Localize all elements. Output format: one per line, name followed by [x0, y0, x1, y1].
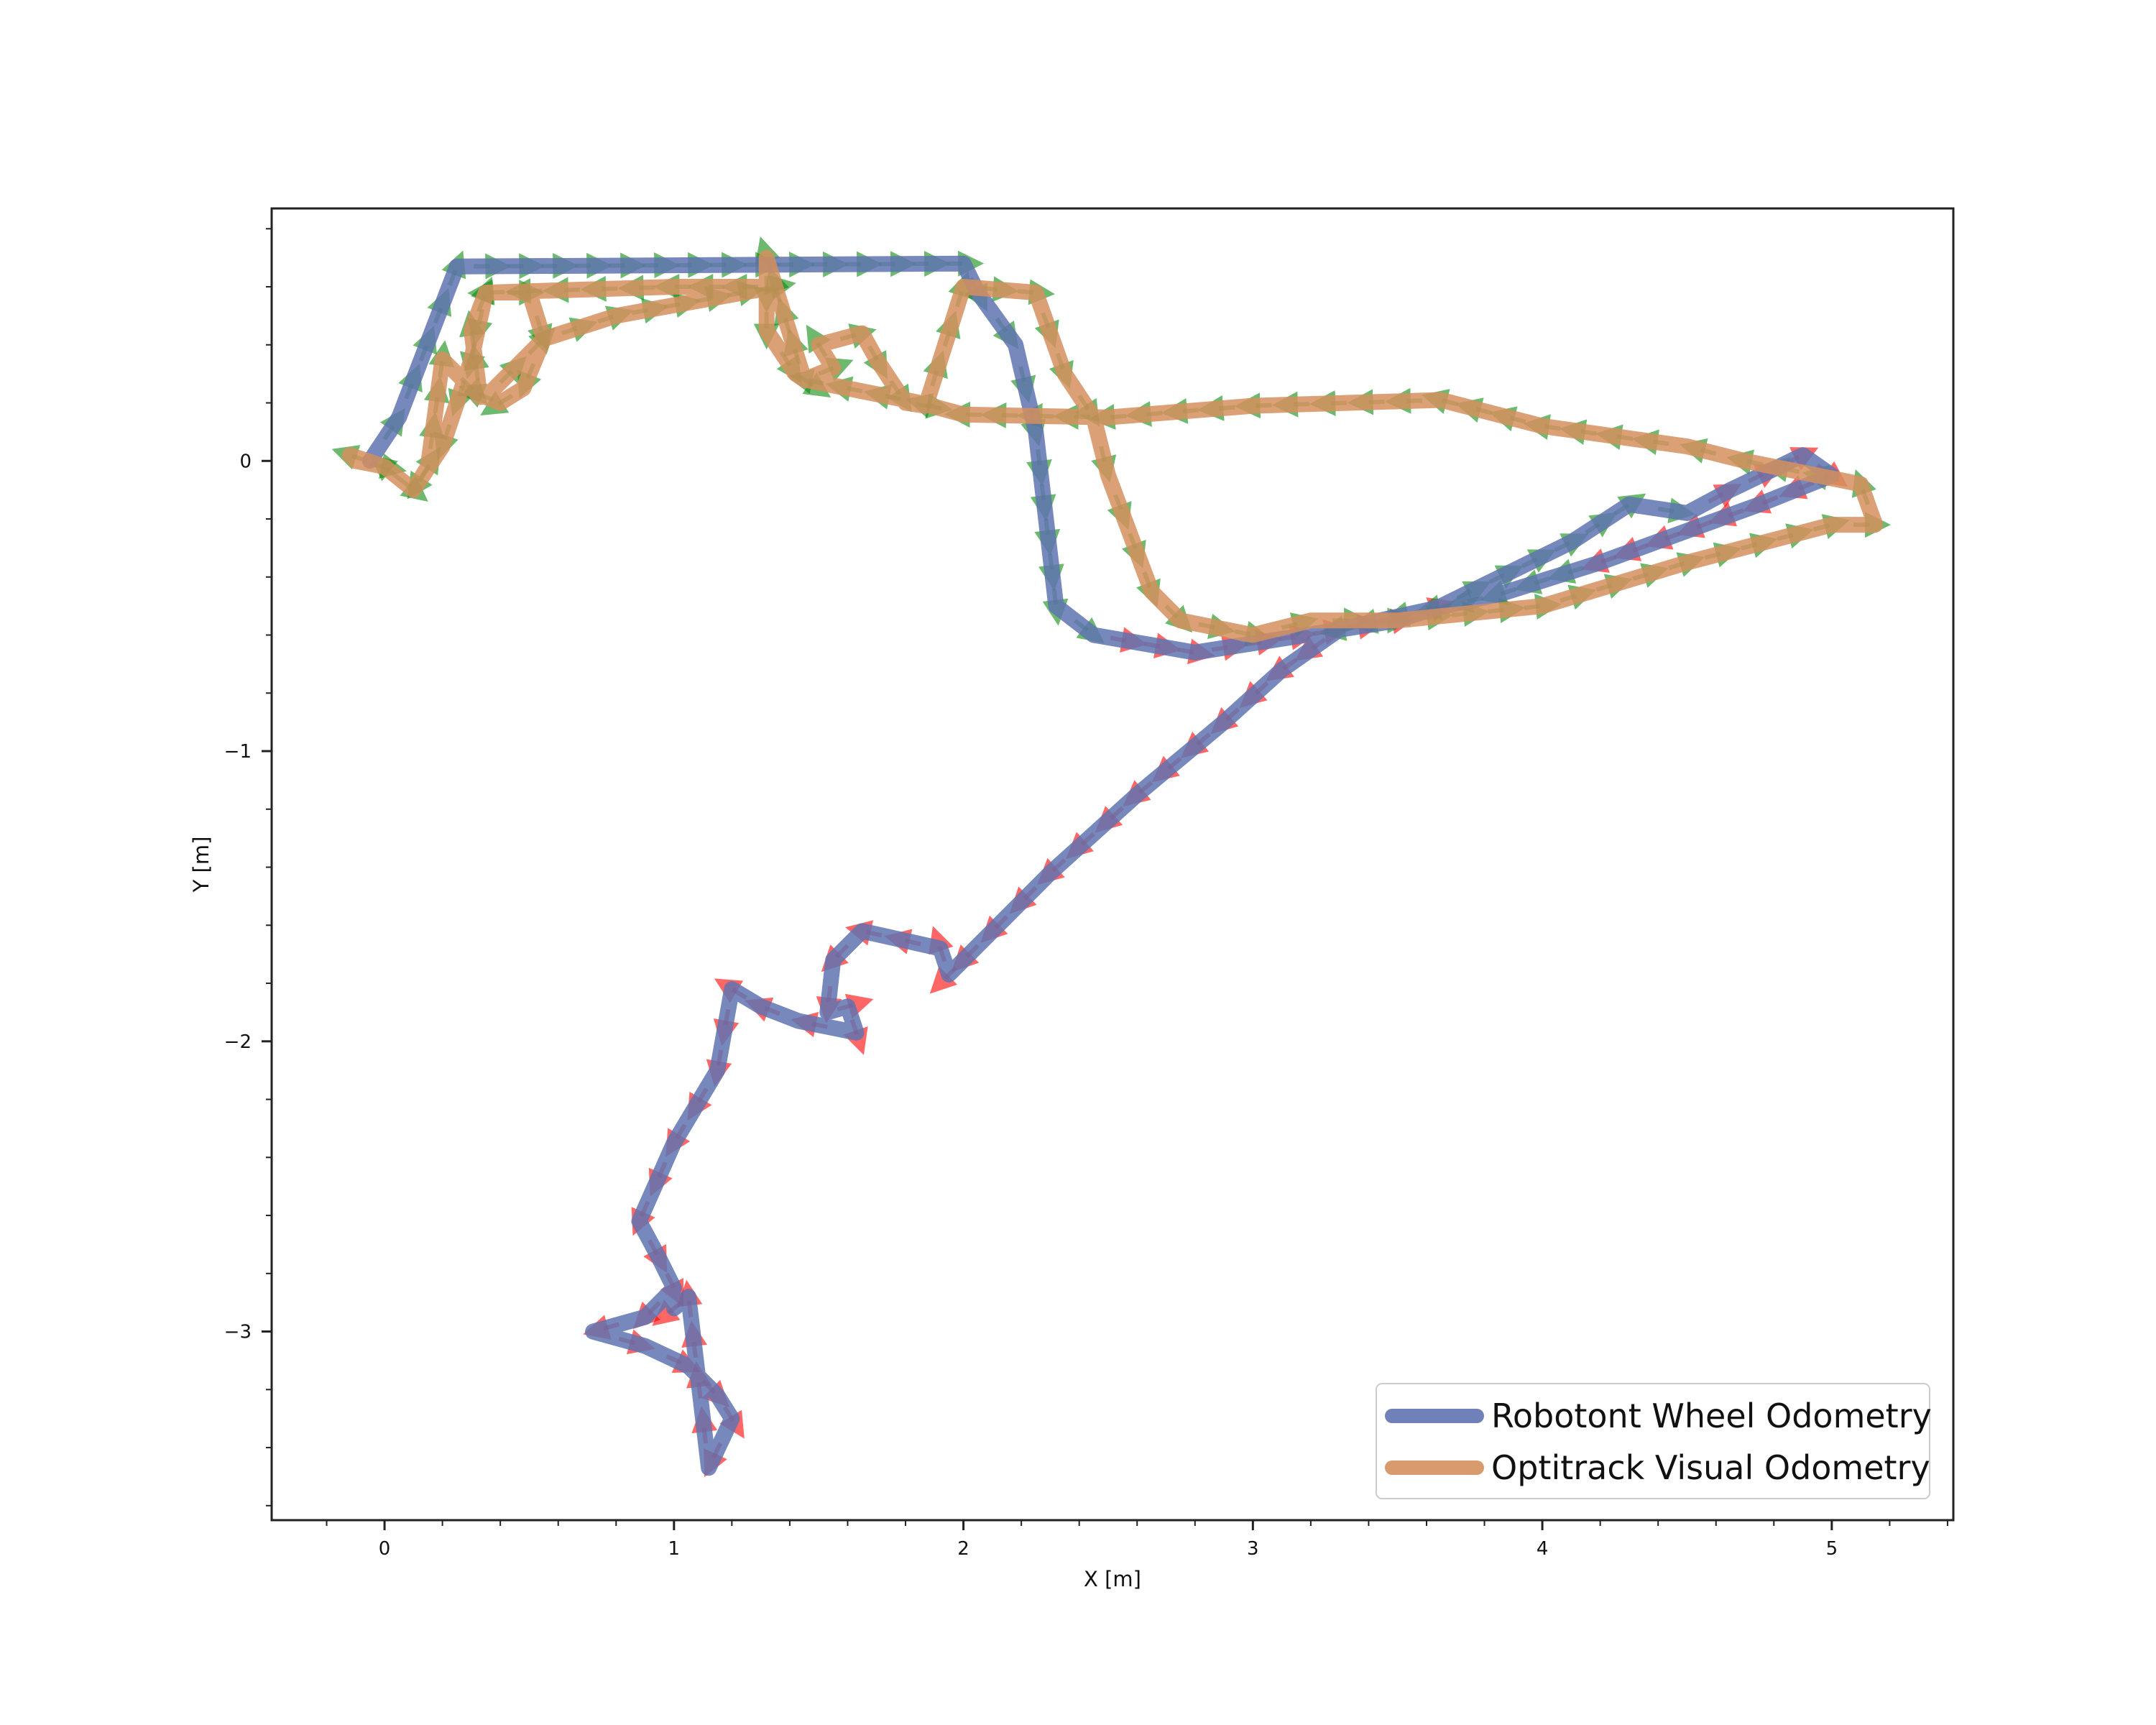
- legend-label-robotont: Robotont Wheel Odometry: [1491, 1397, 1932, 1435]
- x-tick-label: 5: [1826, 1538, 1838, 1560]
- legend-label-optitrack: Optitrack Visual Odometry: [1491, 1448, 1930, 1487]
- plot-frame: [270, 207, 1955, 1522]
- x-tick-label: 1: [668, 1538, 681, 1560]
- x-tick-label: 2: [957, 1538, 969, 1560]
- series-lines: [341, 249, 1884, 1476]
- y-tick-label: 0: [239, 451, 252, 472]
- x-tick-label: 4: [1537, 1538, 1549, 1560]
- y-tick-label: −1: [224, 741, 252, 763]
- x-tick-label: 3: [1247, 1538, 1259, 1560]
- y-axis-label: Y [m]: [189, 837, 213, 893]
- legend: Robotont Wheel Odometry Optitrack Visual…: [1376, 1383, 1932, 1499]
- x-tick-label: 0: [379, 1538, 391, 1560]
- x-axis-label: X [m]: [1084, 1567, 1141, 1591]
- series-line-robotont: [361, 255, 1840, 1476]
- legend-box: [1376, 1383, 1930, 1499]
- y-tick-label: −2: [224, 1031, 252, 1053]
- series-line-optitrack: [341, 249, 1884, 643]
- axis-ticks: 0 1 2 3 4 5 0 −1 −2 −3: [224, 228, 1948, 1560]
- y-tick-label: −3: [224, 1322, 252, 1343]
